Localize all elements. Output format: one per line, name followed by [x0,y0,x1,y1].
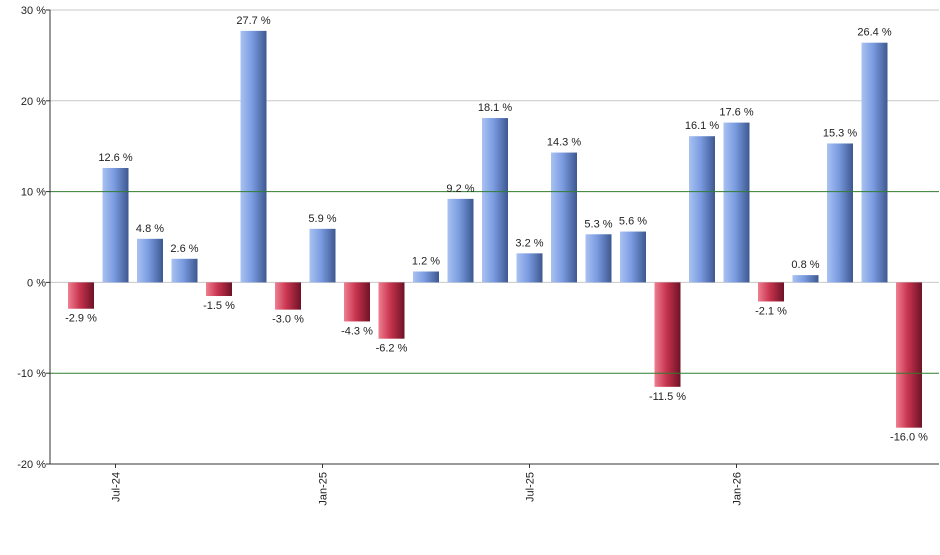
bar-value-label: 2.6 % [170,243,198,255]
bar-positive [482,118,508,283]
bar-positive [516,253,543,283]
bar-value-label: 5.6 % [619,216,647,228]
bar-value-label: 5.3 % [584,218,612,230]
bar-value-label: 1.2 % [412,256,440,268]
bar-value-label: 9.2 % [446,183,474,195]
bar-value-label: 12.6 % [98,152,132,164]
bar-positive [413,271,439,283]
x-tick-label: Jan-26 [732,472,744,506]
bar-value-label: -11.5 % [649,391,686,403]
bar-negative [275,282,301,310]
bar-negative [654,282,681,387]
y-tick-label: 20 % [21,96,46,108]
bar-positive [447,198,474,283]
bar-positive [861,42,888,283]
y-tick-label: -20 % [17,459,46,471]
y-tick-label: 0 % [27,277,46,289]
bar-value-label: 16.1 % [685,120,719,132]
bar-positive [620,231,646,283]
bar-negative [344,282,370,322]
bar-negative [68,282,94,309]
axes: -20 % -10 % 0 % 10 % 20 % 30 % Jul-24 Jan-25 Jul… [17,5,939,506]
x-tick-label: Jul-25 [525,472,537,502]
y-tick-label: 10 % [21,187,46,199]
bar-positive [137,238,163,283]
bar-value-label: -16.0 % [890,432,928,444]
bar-positive [585,234,612,283]
bar-positive [102,167,129,283]
bar-value-label: -2.1 % [755,305,787,317]
bar-positive [240,30,267,283]
reference-lines [50,191,939,374]
bar-value-label: -6.2 % [376,343,408,355]
bar-positive [792,275,819,283]
bar-value-label: 26.4 % [857,27,891,39]
bar-value-label: -1.5 % [203,300,235,312]
value-labels: -2.9 % 12.6 % 4.8 % 2.6 % -1.5 % 27.7 % -3.0 %… [65,15,928,444]
bar-value-label: 5.9 % [308,213,336,225]
bar-positive [309,228,336,283]
bar-value-label: 17.6 % [719,107,753,119]
bar-value-label: -2.9 % [65,313,97,325]
bar-value-label: 15.3 % [823,127,857,139]
bar-positive [827,143,853,283]
x-tick-label: Jan-25 [318,472,330,506]
bar-positive [723,122,750,283]
bar-value-label: -3.0 % [272,314,304,326]
bar-negative [206,282,232,297]
bar-value-label: -4.3 % [341,325,373,337]
bar-value-label: 4.8 % [136,223,164,235]
bar-positive [551,152,577,283]
y-tick-label: 30 % [21,5,46,17]
bar-positive [689,136,715,283]
bar-positive [171,258,198,283]
bar-value-label: 14.3 % [547,137,581,149]
bar-value-label: 18.1 % [478,102,512,114]
x-tick-label: Jul-24 [111,472,123,502]
y-tick-label: -10 % [17,368,46,380]
bar-value-label: 27.7 % [236,15,270,27]
bar-value-label: 3.2 % [515,237,543,249]
bar-negative [758,282,784,302]
bars [68,30,922,428]
bar-negative [896,282,922,428]
bar-negative [378,282,405,339]
bar-value-label: 0.8 % [791,259,819,271]
